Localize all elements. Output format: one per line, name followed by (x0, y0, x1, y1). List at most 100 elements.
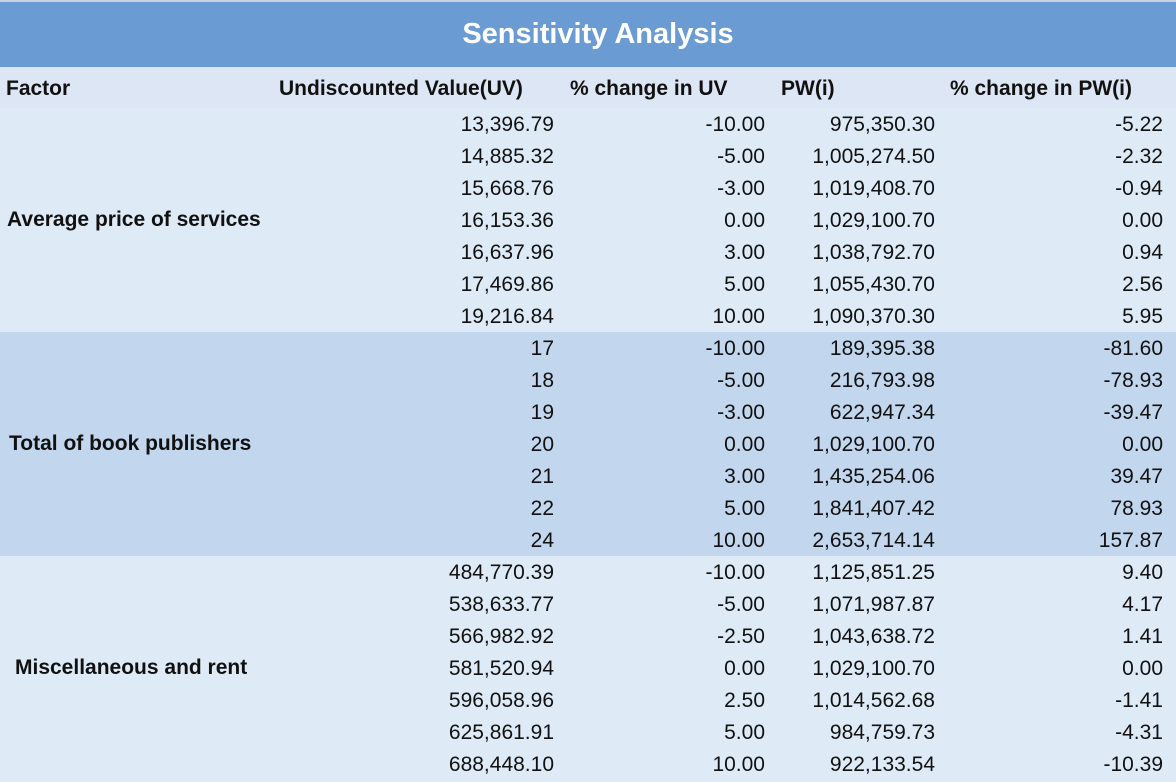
pw-cell: 622,947.34 (829, 401, 935, 424)
table-row: 538,633.77 -5.00 1,071,987.87 4.17 (0, 588, 1176, 620)
uv-cell: 13,396.79 (460, 113, 554, 136)
pw-cell: 1,043,638.72 (812, 625, 935, 648)
pct-change-pw-cell: 5.95 (1122, 305, 1163, 328)
pct-change-pw-cell: 78.93 (1110, 497, 1163, 520)
pw-cell: 1,071,987.87 (812, 593, 935, 616)
uv-cell: 15,668.76 (460, 177, 554, 200)
uv-cell: 538,633.77 (448, 593, 554, 616)
uv-cell: 16,153.36 (460, 209, 554, 232)
table-row: 17,469.86 5.00 1,055,430.70 2.56 (0, 268, 1176, 300)
pct-change-uv-cell: -3.00 (717, 401, 765, 424)
pct-change-pw-cell: 157.87 (1098, 529, 1163, 552)
pct-change-pw-cell: -4.31 (1115, 721, 1163, 744)
pct-change-pw-cell: 4.17 (1122, 593, 1163, 616)
uv-cell: 18 (530, 369, 554, 392)
pct-change-pw-cell: -81.60 (1103, 337, 1163, 360)
uv-cell: 17 (530, 337, 554, 360)
uv-cell: 21 (530, 465, 554, 488)
pw-cell: 1,055,430.70 (812, 273, 935, 296)
table-row: 16,153.36 0.00 1,029,100.70 0.00 (0, 204, 1176, 236)
pct-change-uv-cell: -10.00 (705, 337, 765, 360)
factor-group: Miscellaneous and rent 484,770.39 -10.00 1,… (0, 556, 1176, 782)
pw-cell: 1,038,792.70 (812, 241, 935, 264)
uv-cell: 596,058.96 (448, 689, 554, 712)
pw-cell: 1,841,407.42 (812, 497, 935, 520)
table-row: 566,982.92 -2.50 1,043,638.72 1.41 (0, 620, 1176, 652)
uv-cell: 625,861.91 (448, 721, 554, 744)
pw-cell: 1,005,274.50 (812, 145, 935, 168)
pct-change-pw-cell: 2.56 (1122, 273, 1163, 296)
table-row: 17 -10.00 189,395.38 -81.60 (0, 332, 1176, 364)
header-pw: PW(i) (781, 77, 835, 100)
uv-cell: 22 (530, 497, 554, 520)
pct-change-pw-cell: -1.41 (1115, 689, 1163, 712)
uv-cell: 566,982.92 (448, 625, 554, 648)
table-row: 625,861.91 5.00 984,759.73 -4.31 (0, 716, 1176, 748)
pct-change-uv-cell: 3.00 (724, 241, 765, 264)
table-row: 688,448.10 10.00 922,133.54 -10.39 (0, 748, 1176, 780)
pct-change-pw-cell: 9.40 (1122, 561, 1163, 584)
pct-change-uv-cell: 0.00 (724, 209, 765, 232)
pw-cell: 1,019,408.70 (812, 177, 935, 200)
header-factor: Factor (6, 77, 71, 100)
table-row: 581,520.94 0.00 1,029,100.70 0.00 (0, 652, 1176, 684)
pw-cell: 1,029,100.70 (812, 209, 935, 232)
pct-change-uv-cell: 5.00 (724, 497, 765, 520)
title-bar: Sensitivity Analysis (0, 0, 1176, 67)
pct-change-uv-cell: 5.00 (724, 721, 765, 744)
pw-cell: 1,029,100.70 (812, 433, 935, 456)
table-row: 14,885.32 -5.00 1,005,274.50 -2.32 (0, 140, 1176, 172)
pct-change-uv-cell: -5.00 (717, 369, 765, 392)
pct-change-uv-cell: -3.00 (717, 177, 765, 200)
pct-change-pw-cell: -39.47 (1103, 401, 1163, 424)
pw-cell: 216,793.98 (829, 369, 935, 392)
pct-change-uv-cell: 3.00 (724, 465, 765, 488)
table-row: 484,770.39 -10.00 1,125,851.25 9.40 (0, 556, 1176, 588)
factor-label: Total of book publishers (9, 432, 252, 455)
table-row: 596,058.96 2.50 1,014,562.68 -1.41 (0, 684, 1176, 716)
factor-group: Average price of services 13,396.79 -10.00… (0, 108, 1176, 332)
pct-change-pw-cell: -5.22 (1115, 113, 1163, 136)
header-pct-change-pw: % change in PW(i) (950, 77, 1133, 100)
pct-change-uv-cell: 0.00 (724, 433, 765, 456)
table-row: 15,668.76 -3.00 1,019,408.70 -0.94 (0, 172, 1176, 204)
factor-label: Average price of services (7, 208, 261, 231)
uv-cell: 20 (530, 433, 554, 456)
pct-change-pw-cell: 0.00 (1122, 657, 1163, 680)
pct-change-pw-cell: -0.94 (1115, 177, 1163, 200)
pct-change-uv-cell: -2.50 (717, 625, 765, 648)
pct-change-uv-cell: 5.00 (724, 273, 765, 296)
uv-cell: 14,885.32 (460, 145, 554, 168)
table-row: 21 3.00 1,435,254.06 39.47 (0, 460, 1176, 492)
table-row: 13,396.79 -10.00 975,350.30 -5.22 (0, 108, 1176, 140)
header-pct-change-uv: % change in UV (570, 77, 728, 100)
pct-change-uv-cell: 0.00 (724, 657, 765, 680)
uv-cell: 581,520.94 (448, 657, 554, 680)
uv-cell: 19 (530, 401, 554, 424)
pct-change-pw-cell: -78.93 (1103, 369, 1163, 392)
pw-cell: 189,395.38 (829, 337, 935, 360)
pct-change-pw-cell: -10.39 (1103, 753, 1163, 776)
header-row: Factor Undiscounted Value(UV) % change i… (0, 67, 1176, 108)
uv-cell: 688,448.10 (448, 753, 554, 776)
pct-change-pw-cell: 39.47 (1110, 465, 1163, 488)
table-row: 18 -5.00 216,793.98 -78.93 (0, 364, 1176, 396)
uv-cell: 16,637.96 (460, 241, 554, 264)
pw-cell: 2,653,714.14 (812, 529, 935, 552)
pct-change-uv-cell: -10.00 (705, 561, 765, 584)
pct-change-uv-cell: -5.00 (717, 593, 765, 616)
pw-cell: 1,090,370.30 (812, 305, 935, 328)
table-row: 19 -3.00 622,947.34 -39.47 (0, 396, 1176, 428)
pw-cell: 922,133.54 (829, 753, 935, 776)
pct-change-pw-cell: 0.94 (1122, 241, 1163, 264)
header-undiscounted-value: Undiscounted Value(UV) (279, 77, 523, 100)
uv-cell: 19,216.84 (460, 305, 554, 328)
pct-change-pw-cell: -2.32 (1115, 145, 1163, 168)
pw-cell: 1,014,562.68 (812, 689, 935, 712)
pct-change-uv-cell: -5.00 (717, 145, 765, 168)
table-title: Sensitivity Analysis (462, 18, 734, 50)
pct-change-uv-cell: 10.00 (712, 753, 765, 776)
table-row: 19,216.84 10.00 1,090,370.30 5.95 (0, 300, 1176, 332)
pw-cell: 1,435,254.06 (812, 465, 935, 488)
